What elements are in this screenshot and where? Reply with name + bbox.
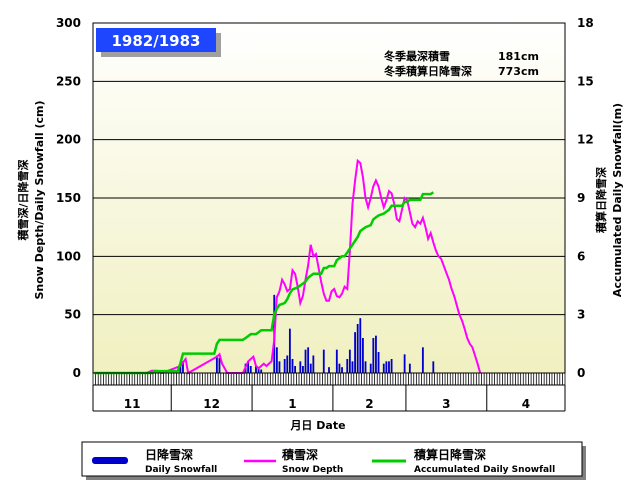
daily-snowfall-bar bbox=[421, 347, 424, 373]
y-right-tick-label: 6 bbox=[577, 249, 585, 263]
daily-snowfall-bar bbox=[388, 361, 390, 373]
daily-snowfall-bar bbox=[215, 355, 218, 373]
daily-snowfall-bar bbox=[307, 347, 310, 373]
daily-snowfall-bar bbox=[335, 349, 338, 373]
legend: 日降雪深 Daily Snowfall 積雪深 Snow Depth 積算日降雪… bbox=[81, 441, 586, 480]
title-box bbox=[96, 28, 216, 52]
y-left-tick-label: 300 bbox=[56, 16, 81, 30]
y-left-title-jp: 積雪深/日降雪深 bbox=[16, 159, 30, 241]
y-right-title-en: Accumulated Daily Snowfall(m) bbox=[611, 103, 624, 297]
daily-snowfall-bar bbox=[218, 357, 221, 373]
y-right-tick-label: 12 bbox=[577, 133, 594, 147]
y-right-tick-label: 0 bbox=[577, 366, 585, 380]
legend-depth-name: 積雪深 bbox=[281, 447, 318, 462]
max-depth-value: 181cm bbox=[498, 50, 539, 63]
total-snowfall-value: 773cm bbox=[498, 65, 539, 78]
daily-snowfall-bar bbox=[179, 363, 182, 373]
y-right-ticks: 0 3 6 9 12 15 18 bbox=[577, 16, 594, 380]
daily-snowfall-bar bbox=[309, 363, 312, 373]
legend-box bbox=[81, 441, 583, 477]
daily-snowfall-bar bbox=[278, 361, 281, 373]
daily-snowfall-bar bbox=[275, 347, 278, 373]
daily-snowfall-bar bbox=[299, 361, 302, 373]
daily-snowfall-bar bbox=[283, 359, 286, 373]
x-axis-title: 月日 Date bbox=[289, 419, 345, 432]
daily-snowfall-bar bbox=[351, 361, 354, 373]
daily-snowfall-bar bbox=[312, 355, 315, 373]
y-right-tick-label: 3 bbox=[577, 308, 585, 322]
daily-snowfall-bar bbox=[369, 363, 372, 373]
accumulated-snowfall-line bbox=[94, 191, 435, 375]
y-left-tick-label: 200 bbox=[56, 133, 81, 147]
gridlines bbox=[93, 80, 565, 316]
legend-daily-sub: Daily Snowfall bbox=[145, 465, 217, 475]
y-right-title-jp: 積算日降雪深 bbox=[594, 167, 608, 234]
y-left-tick-label: 250 bbox=[56, 74, 81, 88]
daily-snowfall-bar bbox=[291, 359, 294, 373]
daily-snowfall-bar bbox=[182, 361, 184, 373]
y-right-tick-label: 9 bbox=[577, 191, 585, 205]
daily-snowfall-bar bbox=[354, 332, 356, 373]
total-snowfall-label: 冬季積算日降雪深 bbox=[384, 64, 472, 78]
legend-accumulated-name: 積算日降雪深 bbox=[413, 447, 486, 462]
daily-snowfall-bar bbox=[294, 366, 297, 373]
snow-depth-line bbox=[94, 158, 482, 375]
daily-snowfall-bar bbox=[338, 363, 341, 373]
daily-snowfall-bar bbox=[432, 361, 435, 373]
y-left-tick-label: 100 bbox=[56, 249, 81, 263]
daily-snowfall-bar bbox=[375, 335, 377, 373]
month-label: 12 bbox=[203, 397, 220, 411]
plot-frame bbox=[92, 22, 566, 374]
daily-snowfall-bar bbox=[390, 359, 393, 373]
daily-snowfall-bar bbox=[348, 349, 351, 373]
daily-snowfall-bar bbox=[364, 361, 367, 373]
daily-snowfall-bar bbox=[255, 366, 257, 373]
y-right-tick-label: 15 bbox=[577, 74, 594, 88]
daily-snowfall-bar bbox=[385, 361, 388, 373]
daily-snowfall-bar bbox=[372, 338, 375, 373]
daily-snowfall-bar bbox=[356, 324, 359, 373]
max-depth-label: 冬季最深積雪 bbox=[384, 49, 450, 63]
daily-snowfall-bar bbox=[247, 361, 250, 373]
daily-snowfall-bar bbox=[286, 355, 289, 373]
legend-daily-name: 日降雪深 bbox=[145, 447, 193, 462]
chart-title: 1982/1983 bbox=[112, 32, 201, 50]
daily-snowfall-bar bbox=[341, 367, 343, 373]
daily-snowfall-bar bbox=[346, 359, 349, 373]
legend-swatch-daily bbox=[92, 457, 128, 464]
legend-accumulated-sub: Accumulated Daily Snowfall bbox=[414, 465, 555, 475]
y-left-tick-label: 50 bbox=[64, 308, 81, 322]
daily-snowfall-bar bbox=[382, 363, 385, 373]
daily-snowfall-bar bbox=[377, 352, 380, 373]
y-right-tick-label: 18 bbox=[577, 16, 594, 30]
daily-snowfall-bar bbox=[302, 366, 304, 373]
month-label: 3 bbox=[442, 397, 450, 411]
daily-snowfall-bar bbox=[249, 366, 252, 373]
month-axis: 11 12 1 2 3 4 bbox=[92, 384, 566, 412]
daily-snowfall-bar bbox=[322, 349, 325, 373]
daily-snowfall-bar bbox=[288, 328, 291, 373]
month-label: 4 bbox=[522, 397, 530, 411]
daily-snowfall-bar bbox=[257, 368, 260, 373]
x-day-ticks bbox=[92, 373, 566, 385]
y-left-tick-label: 0 bbox=[73, 366, 81, 380]
month-label: 2 bbox=[365, 397, 373, 411]
month-label: 1 bbox=[288, 397, 296, 411]
y-left-title-en: Snow Depth/Daily Snowfall (cm) bbox=[33, 100, 46, 299]
legend-depth-sub: Snow Depth bbox=[282, 465, 343, 475]
month-label: 11 bbox=[124, 397, 141, 411]
daily-snowfall-bar bbox=[304, 349, 307, 373]
daily-snowfall-bar bbox=[260, 369, 263, 373]
daily-snowfall-bar bbox=[361, 338, 364, 373]
daily-snowfall-bar bbox=[403, 354, 406, 373]
daily-snowfall-bars bbox=[153, 294, 435, 373]
daily-snowfall-bar bbox=[408, 363, 411, 373]
daily-snowfall-bar bbox=[359, 318, 362, 373]
y-left-tick-label: 150 bbox=[56, 191, 81, 205]
y-left-ticks: 0 50 100 150 200 250 300 bbox=[56, 16, 81, 380]
daily-snowfall-bar bbox=[328, 367, 330, 373]
